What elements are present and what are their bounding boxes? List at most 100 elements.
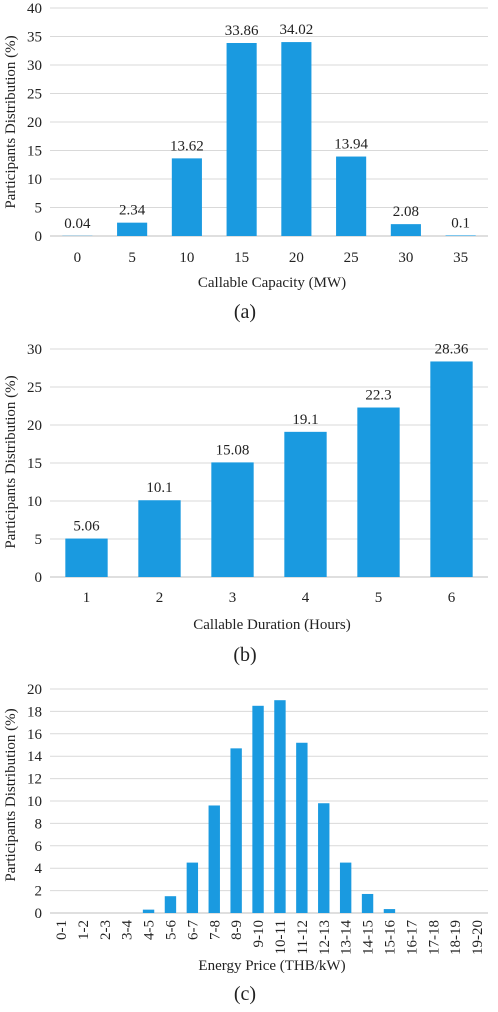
chart-c-ylabel: Participants Distribution (%) (3, 708, 19, 881)
chart-b-data-label: 22.3 (365, 388, 391, 404)
chart-b-ytick-label: 10 (27, 494, 42, 510)
chart-c-ytick-label: 6 (35, 839, 43, 855)
chart-c-ytick-label: 12 (27, 772, 42, 788)
chart-c-ytick-label: 0 (35, 906, 43, 922)
chart-callable-duration: 0 5 10 15 20 25 30 1 5.06 2 10.1 3 15.08 4 19.1 5 22.3 6 2… (3, 341, 488, 666)
chart-c-bar (164, 896, 177, 913)
chart-c-ytick-label: 10 (27, 794, 42, 810)
chart-b-ytick-label: 20 (27, 418, 42, 434)
chart-c-bar (318, 803, 330, 913)
chart-b-ytick-label: 0 (35, 570, 43, 586)
chart-b-xlabel: Callable Duration (Hours) (193, 617, 350, 633)
chart-b-bar (357, 407, 400, 577)
chart-a-category-label: 25 (344, 250, 359, 266)
chart-c-category-label: 8-9 (229, 920, 245, 940)
chart-a-category-label: 30 (398, 250, 413, 266)
chart-b-bar (284, 431, 327, 577)
chart-b-data-label: 28.36 (435, 341, 469, 357)
chart-c-category-label: 13-14 (339, 920, 355, 955)
chart-a-xlabel: Callable Capacity (MW) (198, 275, 346, 291)
chart-a-bar (171, 158, 202, 236)
chart-a-data-label: 34.02 (280, 22, 314, 38)
chart-a-category-label: 20 (289, 250, 304, 266)
chart-a-ytick-label: 5 (35, 201, 43, 217)
chart-a-ytick-label: 20 (27, 115, 42, 131)
chart-c-bar (361, 893, 374, 913)
chart-b-bar (138, 500, 181, 577)
chart-callable-capacity: 0 5 10 15 20 25 30 35 40 0 0.04 5 2.34 10 13.62 15 33.86… (3, 1, 488, 323)
chart-b-data-label: 15.08 (216, 442, 250, 458)
chart-c-bar (230, 748, 242, 913)
chart-a-ytick-label: 10 (27, 172, 42, 188)
chart-b-data-label: 19.1 (292, 412, 318, 428)
chart-b-ytick-label: 15 (27, 456, 42, 472)
chart-c-bar (296, 742, 308, 913)
chart-a-ytick-label: 25 (27, 87, 42, 103)
chart-b-category-label: 4 (302, 590, 310, 606)
chart-c-category-label: 9-10 (251, 920, 267, 948)
chart-a-data-label: 13.62 (170, 138, 204, 154)
chart-c-ytick-label: 8 (35, 816, 43, 832)
chart-c-ytick-label: 18 (27, 704, 42, 720)
chart-energy-price: 0 2 4 6 8 10 12 14 16 18 20 0-1 1-2 2-3 3-4 4-5 5-6 6-7 7-… (3, 682, 488, 1005)
chart-a-ylabel: Participants Distribution (%) (3, 35, 19, 208)
chart-a-data-label: 0.1 (451, 215, 470, 231)
chart-c-category-label: 5-6 (163, 920, 179, 940)
chart-b-bar (211, 462, 254, 577)
chart-c-bar (208, 805, 220, 913)
chart-a-ytick-label: 15 (27, 144, 42, 160)
chart-a-panel-label: (a) (234, 301, 256, 323)
chart-c-category-label: 1-2 (76, 920, 92, 940)
chart-b-category-label: 6 (448, 590, 456, 606)
chart-c-bar (383, 909, 396, 913)
chart-c-ytick-label: 14 (27, 749, 43, 765)
chart-c-category-label: 15-16 (382, 920, 398, 955)
chart-c-category-label: 12-13 (317, 920, 333, 955)
chart-a-data-label: 2.34 (119, 203, 146, 219)
chart-b-ytick-label: 5 (35, 532, 43, 548)
chart-c-category-label: 10-11 (273, 920, 289, 954)
chart-b-category-label: 5 (375, 590, 383, 606)
chart-a-category-label: 15 (234, 250, 249, 266)
chart-c-bar (252, 705, 264, 913)
chart-c-ytick-label: 16 (27, 727, 43, 743)
chart-a-ytick-label: 40 (27, 1, 42, 17)
chart-c-bar (142, 909, 155, 913)
chart-c-category-label: 19-20 (470, 920, 486, 955)
chart-b-category-label: 3 (229, 590, 237, 606)
chart-a-category-label: 10 (179, 250, 194, 266)
chart-c-xlabel: Energy Price (THB/kW) (198, 958, 345, 974)
chart-b-ylabel: Participants Distribution (%) (3, 375, 19, 548)
chart-a-ytick-label: 35 (27, 30, 42, 46)
chart-b-ytick-label: 30 (27, 342, 42, 358)
chart-a-category-label: 5 (128, 250, 136, 266)
chart-b-bar (65, 538, 108, 577)
chart-b-ytick-label: 25 (27, 380, 42, 396)
chart-c-ytick-label: 20 (27, 682, 42, 698)
chart-b-data-label: 5.06 (73, 519, 100, 535)
chart-c-category-label: 7-8 (207, 920, 223, 940)
chart-c-category-label: 17-18 (426, 920, 442, 955)
chart-c-panel-label: (c) (234, 983, 256, 1005)
chart-a-ytick-label: 30 (27, 58, 42, 74)
chart-c-ytick-label: 4 (35, 861, 43, 877)
chart-c-category-label: 14-15 (361, 920, 377, 955)
chart-b-data-label: 10.1 (146, 480, 172, 496)
chart-c-category-label: 6-7 (185, 920, 201, 940)
chart-a-bar (281, 42, 312, 236)
chart-a-bar (390, 224, 421, 236)
chart-b-panel-label: (b) (233, 644, 256, 666)
chart-c-bar (186, 862, 199, 913)
chart-a-category-label: 35 (453, 250, 468, 266)
chart-c-category-label: 2-3 (98, 920, 114, 940)
chart-c-category-label: 3-4 (120, 920, 136, 940)
chart-a-data-label: 2.08 (393, 204, 419, 220)
chart-b-category-label: 1 (83, 590, 91, 606)
chart-c-category-label: 11-12 (295, 920, 311, 954)
chart-a-data-label: 0.04 (64, 216, 91, 232)
chart-a-bar (117, 222, 148, 236)
chart-c-bar (339, 862, 352, 913)
chart-c-category-label: 18-19 (448, 920, 464, 955)
chart-b-bar (430, 361, 473, 577)
